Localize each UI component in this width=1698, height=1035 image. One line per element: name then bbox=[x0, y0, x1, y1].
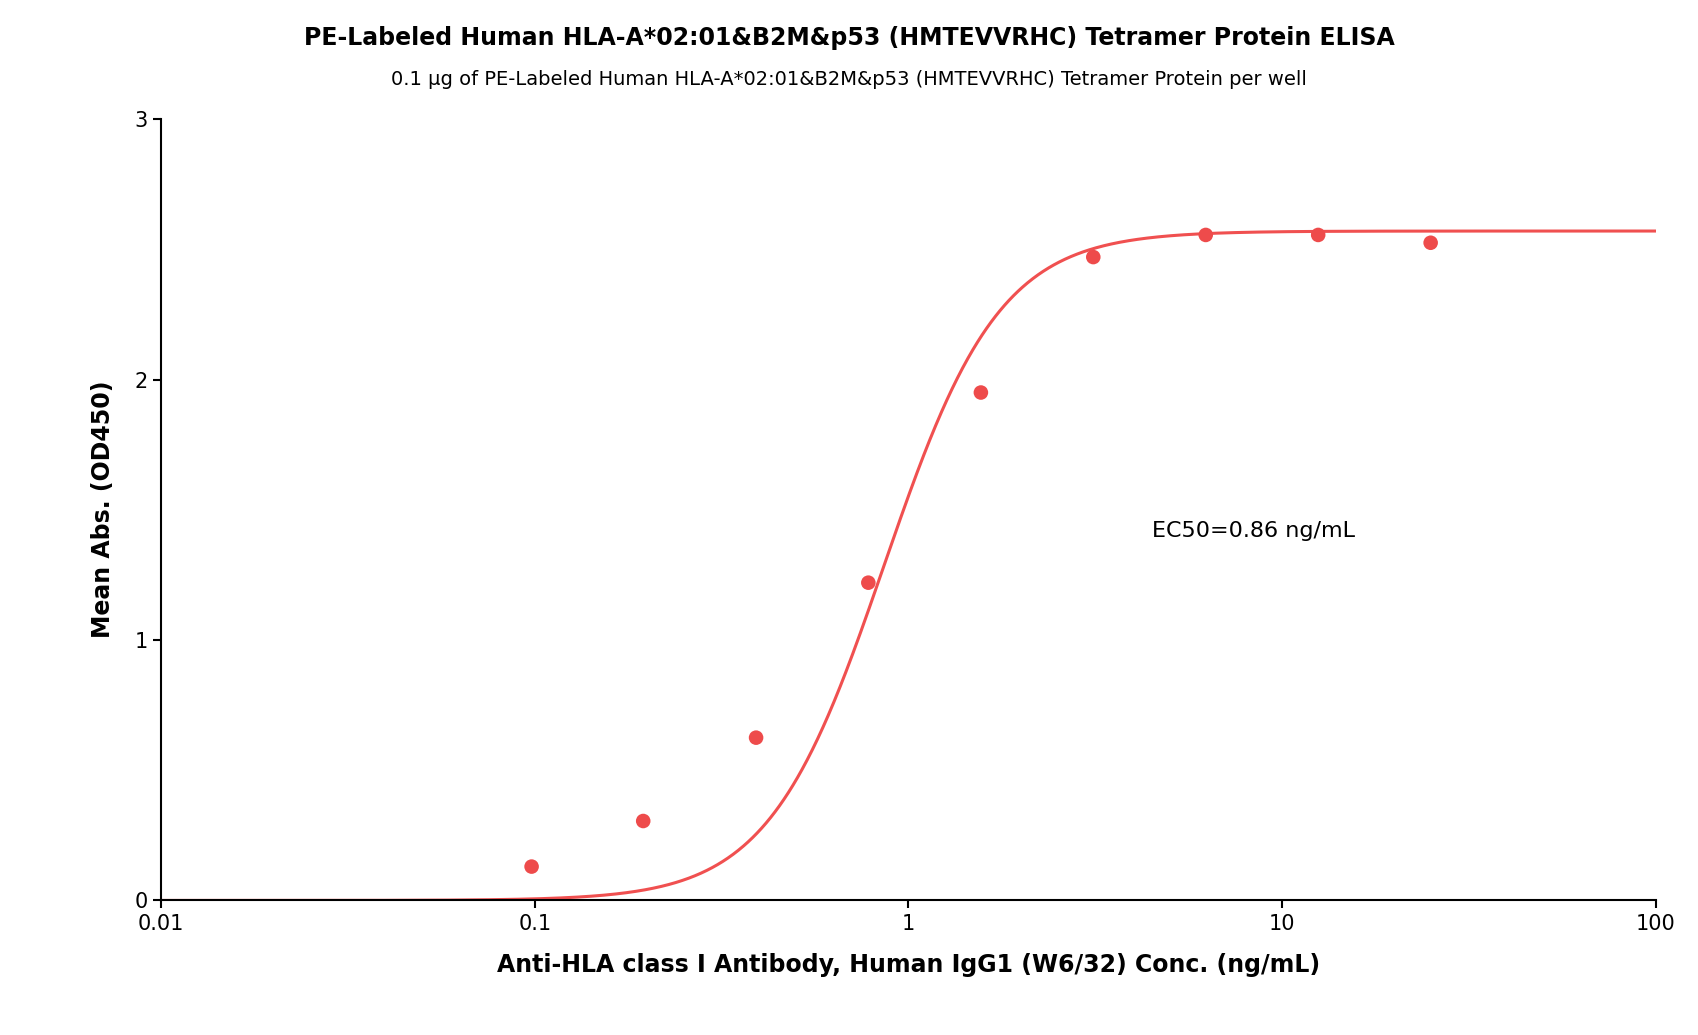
Text: PE-Labeled Human HLA-A*02:01&B2M&p53 (HMTEVVRHC) Tetramer Protein ELISA: PE-Labeled Human HLA-A*02:01&B2M&p53 (HM… bbox=[304, 26, 1394, 50]
Y-axis label: Mean Abs. (OD450): Mean Abs. (OD450) bbox=[92, 381, 115, 639]
Point bbox=[1080, 248, 1107, 265]
Point bbox=[854, 574, 881, 591]
Point bbox=[1192, 227, 1219, 243]
Text: EC50=0.86 ng/mL: EC50=0.86 ng/mL bbox=[1153, 521, 1355, 540]
Point bbox=[1418, 235, 1445, 252]
X-axis label: Anti-HLA class I Antibody, Human IgG1 (W6/32) Conc. (ng/mL): Anti-HLA class I Antibody, Human IgG1 (W… bbox=[498, 953, 1319, 977]
Point bbox=[518, 858, 545, 875]
Point bbox=[630, 812, 657, 829]
Text: 0.1 μg of PE-Labeled Human HLA-A*02:01&B2M&p53 (HMTEVVRHC) Tetramer Protein per : 0.1 μg of PE-Labeled Human HLA-A*02:01&B… bbox=[391, 70, 1307, 89]
Point bbox=[1304, 227, 1331, 243]
Point bbox=[742, 730, 769, 746]
Point bbox=[968, 384, 995, 401]
